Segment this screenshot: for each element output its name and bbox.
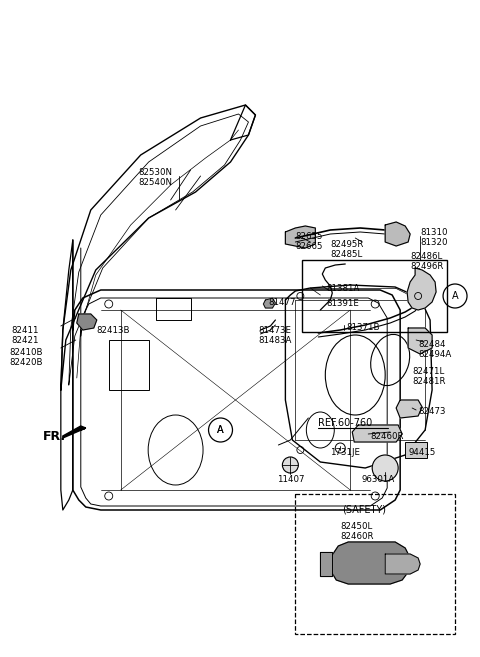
Text: A: A xyxy=(217,425,224,435)
Circle shape xyxy=(372,455,398,481)
Polygon shape xyxy=(396,400,422,418)
Text: 82484
82494A: 82484 82494A xyxy=(418,340,451,359)
Text: 82495R
82485L: 82495R 82485L xyxy=(330,240,364,260)
Polygon shape xyxy=(407,268,436,310)
Bar xyxy=(109,340,149,390)
Text: 82450L
82460R: 82450L 82460R xyxy=(340,522,374,541)
Text: 82655
82665: 82655 82665 xyxy=(295,232,323,252)
Bar xyxy=(295,494,455,634)
Text: 81381A: 81381A xyxy=(326,284,360,293)
Text: 82486L
82496R: 82486L 82496R xyxy=(410,252,444,271)
Bar xyxy=(302,260,447,332)
Text: 82410B
82420B: 82410B 82420B xyxy=(10,348,43,367)
Text: FR.: FR. xyxy=(43,430,66,443)
Bar xyxy=(405,442,427,458)
Text: A: A xyxy=(452,291,458,301)
Polygon shape xyxy=(286,226,315,248)
Text: 81473E
81483A: 81473E 81483A xyxy=(258,326,292,346)
Text: 81477: 81477 xyxy=(268,298,296,307)
Text: 1731JE: 1731JE xyxy=(330,448,360,457)
Text: REF.60-760: REF.60-760 xyxy=(318,418,372,428)
Text: 82530N
82540N: 82530N 82540N xyxy=(139,168,173,187)
Text: A: A xyxy=(217,425,224,435)
Polygon shape xyxy=(408,328,432,354)
Text: 81371B: 81371B xyxy=(346,323,380,332)
Polygon shape xyxy=(77,314,97,330)
Text: 82471L
82481R: 82471L 82481R xyxy=(412,367,445,386)
Text: (SAFETY): (SAFETY) xyxy=(342,505,386,515)
Polygon shape xyxy=(385,554,420,574)
Text: 82460R: 82460R xyxy=(370,432,404,441)
Polygon shape xyxy=(264,298,276,308)
Polygon shape xyxy=(320,552,332,576)
Text: 81391E: 81391E xyxy=(326,299,359,308)
Text: 11407: 11407 xyxy=(276,475,304,484)
Text: 81310
81320: 81310 81320 xyxy=(420,228,448,248)
Text: 94415: 94415 xyxy=(408,448,435,457)
Polygon shape xyxy=(330,542,410,584)
Text: 82473: 82473 xyxy=(418,407,445,416)
Polygon shape xyxy=(63,426,86,438)
Polygon shape xyxy=(385,222,410,246)
Circle shape xyxy=(282,457,299,473)
Polygon shape xyxy=(352,425,402,442)
Text: 82411
82421: 82411 82421 xyxy=(12,326,39,346)
Text: 82413B: 82413B xyxy=(97,326,130,335)
Text: 96301A: 96301A xyxy=(361,475,395,484)
